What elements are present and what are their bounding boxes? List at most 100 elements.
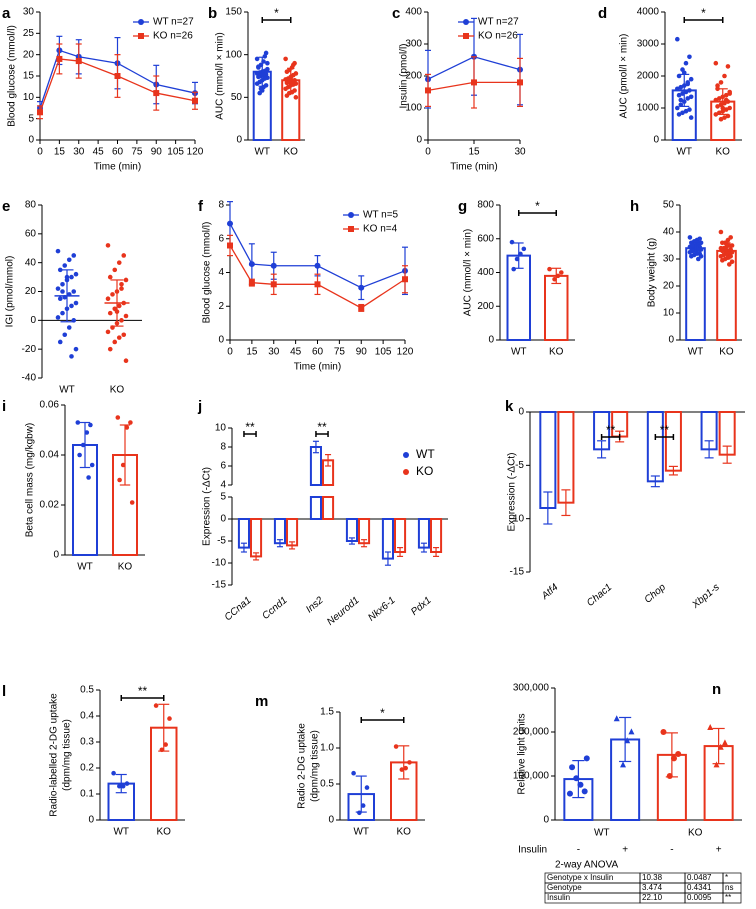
table-text: 0.0487 xyxy=(687,873,712,882)
marker xyxy=(107,346,113,352)
marker xyxy=(407,760,412,765)
panel-letter: e xyxy=(2,198,10,215)
y-tick-label: -10 xyxy=(510,513,525,524)
x-tick-label: 75 xyxy=(334,347,346,358)
marker xyxy=(88,422,93,428)
marker xyxy=(722,115,727,120)
marker xyxy=(678,97,684,103)
sig-label: ** xyxy=(317,420,327,434)
y-tick-label: 300 xyxy=(405,39,422,50)
y-tick-label: 200 xyxy=(477,301,494,312)
marker xyxy=(463,19,469,25)
x-tick-label: 30 xyxy=(514,147,526,158)
marker xyxy=(227,220,233,227)
y-tick-label: 40 xyxy=(663,227,675,238)
y-tick-label: 0 xyxy=(28,135,34,146)
group-label: KO xyxy=(688,828,703,839)
marker xyxy=(123,313,129,319)
x-tick-label: Ccnd1 xyxy=(260,595,289,622)
marker xyxy=(675,86,680,92)
panel-letter: b xyxy=(208,5,217,22)
marker xyxy=(77,452,82,458)
x-tick-label: - xyxy=(670,845,673,856)
y-tick-label: 0 xyxy=(488,335,494,346)
panel-letter: g xyxy=(458,198,467,215)
y-tick-label: 0 xyxy=(30,315,36,326)
marker xyxy=(569,764,576,771)
marker xyxy=(727,91,732,96)
y-axis-label: AUC (mmol/l × min) xyxy=(215,32,226,120)
y-tick-label: 8 xyxy=(218,200,224,211)
y-tick-label: 0.1 xyxy=(80,789,94,800)
marker xyxy=(107,310,113,316)
x-tick-label: Ins2 xyxy=(304,595,326,616)
x-tick-label: WT xyxy=(511,347,527,358)
x-tick-label: Nkx6-1 xyxy=(366,595,397,624)
table-text: 3.474 xyxy=(642,883,663,892)
marker xyxy=(723,97,729,103)
y-tick-label: 0 xyxy=(518,407,524,418)
y-tick-label: 5 xyxy=(220,492,226,503)
marker xyxy=(723,107,729,112)
marker xyxy=(666,773,673,779)
panel-letter: c xyxy=(392,5,400,22)
x-tick-label: KO xyxy=(716,147,731,158)
y-tick-label: 200 xyxy=(405,71,422,82)
marker xyxy=(399,767,405,772)
marker xyxy=(402,276,408,283)
marker xyxy=(111,770,116,776)
marker xyxy=(153,703,159,708)
marker xyxy=(726,262,732,267)
y-tick-label: 0 xyxy=(416,135,422,146)
marker xyxy=(86,475,91,480)
marker xyxy=(360,803,366,808)
marker xyxy=(60,310,65,316)
x-tick-label: 0 xyxy=(37,147,43,158)
marker xyxy=(80,442,86,448)
bar xyxy=(557,411,575,504)
marker xyxy=(471,79,477,86)
marker xyxy=(358,304,365,311)
x-tick-label: Pdx1 xyxy=(409,595,434,618)
marker xyxy=(114,73,121,79)
sig-label: ** xyxy=(606,423,616,437)
y-tick-label: 10 xyxy=(215,423,227,434)
y-tick-label: -15 xyxy=(510,567,525,578)
table-text: Genotype x Insulin xyxy=(547,873,613,882)
y-axis-label: Relative light units xyxy=(517,713,528,794)
marker xyxy=(62,294,68,300)
marker xyxy=(254,81,260,86)
x-tick-label: + xyxy=(716,845,722,856)
bar xyxy=(309,496,322,520)
marker xyxy=(123,358,129,364)
y-tick-label: 0 xyxy=(653,135,659,146)
panel-letter: k xyxy=(505,398,514,415)
marker xyxy=(105,296,111,302)
y-tick-label: 0.02 xyxy=(40,500,60,511)
panel-letter: h xyxy=(630,198,639,215)
y-axis-label: AUC (mmol/l × min) xyxy=(463,229,474,317)
marker xyxy=(256,64,261,69)
x-tick-label: KO xyxy=(157,827,172,838)
y-tick-label: -40 xyxy=(22,373,37,384)
sig-label: ** xyxy=(138,684,148,698)
x-tick-label: 15 xyxy=(54,147,66,158)
marker xyxy=(56,55,63,62)
marker xyxy=(559,270,564,275)
table-text: 10.38 xyxy=(642,873,663,882)
panel-letter: a xyxy=(2,5,11,22)
marker xyxy=(624,737,631,744)
y-tick-label: 30 xyxy=(663,254,675,265)
marker xyxy=(112,267,118,273)
x-tick-label: WT xyxy=(688,347,704,358)
legend-marker xyxy=(403,452,409,458)
x-tick-label: Atf4 xyxy=(539,582,561,603)
x-tick-label: 15 xyxy=(468,147,480,158)
x-tick-label: Xbp1-s xyxy=(690,582,722,611)
panel-letter: n xyxy=(712,681,721,698)
x-tick-label: 15 xyxy=(246,347,258,358)
x-tick-label: CCna1 xyxy=(223,595,254,623)
table-text: 0.4341 xyxy=(687,883,712,892)
marker xyxy=(124,425,130,430)
